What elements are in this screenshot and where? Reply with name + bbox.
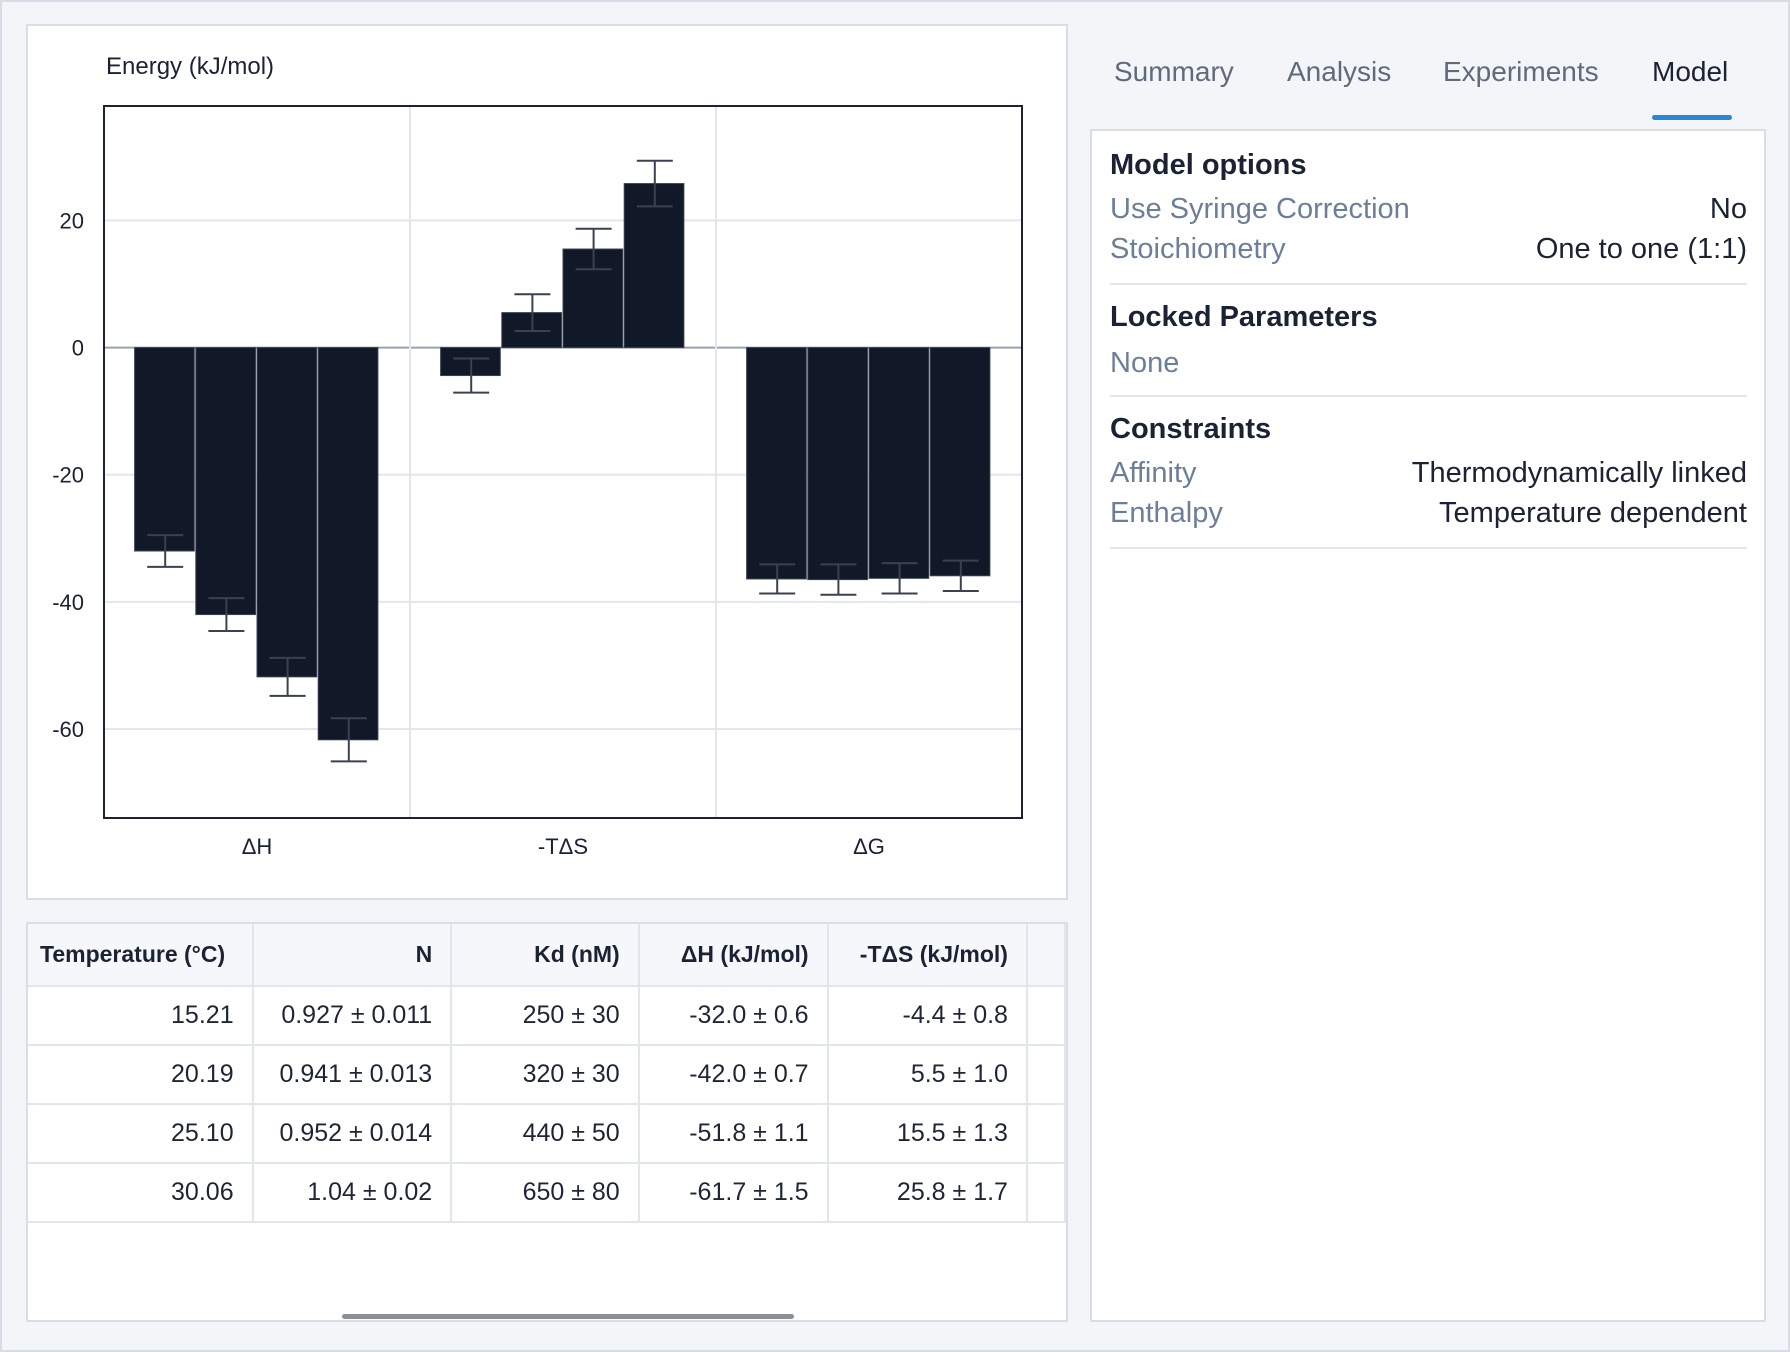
option-row-syringe-correction: Use Syringe Correction No bbox=[1110, 189, 1747, 229]
cell-n: 1.04 ± 0.02 bbox=[252, 1163, 453, 1223]
cell-dh: -42.0 ± 0.7 bbox=[638, 1045, 829, 1105]
constraint-label: Affinity bbox=[1110, 457, 1197, 489]
section-title-model-options: Model options bbox=[1110, 149, 1307, 181]
x-tick-label: ΔH bbox=[242, 834, 273, 859]
constraint-row-enthalpy: Enthalpy Temperature dependent bbox=[1110, 493, 1747, 533]
column-header-temperature[interactable]: Temperature (°C) bbox=[28, 924, 254, 987]
y-axis-title: Energy (kJ/mol) bbox=[106, 53, 274, 80]
column-header-kd[interactable]: Kd (nM) bbox=[451, 924, 640, 987]
table-row[interactable]: 30.06 1.04 ± 0.02 650 ± 80 -61.7 ± 1.5 2… bbox=[28, 1163, 1066, 1223]
energy-bar-chart: Energy (kJ/mol) 20 0 -20 -40 -60 ΔH -TΔS ΔG bbox=[52, 53, 1023, 859]
cell-tds: -4.4 ± 0.8 bbox=[827, 986, 1028, 1046]
cell-kd: 440 ± 50 bbox=[451, 1104, 640, 1164]
bar bbox=[623, 183, 685, 349]
x-tick-label: -TΔS bbox=[538, 834, 588, 859]
constraints-section: Constraints Affinity Thermodynamically l… bbox=[1110, 409, 1747, 549]
constraint-label: Enthalpy bbox=[1110, 497, 1223, 529]
y-tick-label: -40 bbox=[52, 590, 84, 615]
results-table-panel: Temperature (°C) N Kd (nM) ΔH (kJ/mol) -… bbox=[26, 922, 1068, 1322]
option-value: One to one (1:1) bbox=[1535, 233, 1747, 265]
bar bbox=[746, 347, 807, 580]
constraint-row-affinity: Affinity Thermodynamically linked bbox=[1110, 453, 1747, 493]
cell-n: 0.952 ± 0.014 bbox=[252, 1104, 453, 1164]
table-row[interactable]: 20.19 0.941 ± 0.013 320 ± 30 -42.0 ± 0.7… bbox=[28, 1045, 1066, 1105]
cell-tds: 15.5 ± 1.3 bbox=[827, 1104, 1028, 1164]
plot-frame bbox=[103, 105, 1023, 819]
option-label: Stoichiometry bbox=[1110, 233, 1286, 265]
cell-n: 0.927 ± 0.011 bbox=[252, 986, 453, 1046]
tab-analysis[interactable]: Analysis bbox=[1287, 56, 1392, 87]
active-tab-indicator bbox=[1652, 115, 1732, 120]
cell-extra bbox=[1026, 986, 1066, 1046]
cell-temperature: 15.21 bbox=[28, 986, 254, 1046]
bar bbox=[807, 347, 868, 581]
tab-summary[interactable]: Summary bbox=[1114, 56, 1234, 87]
column-header-tds[interactable]: -TΔS (kJ/mol) bbox=[827, 924, 1028, 987]
tab-bar: Summary Analysis Experiments Model bbox=[1092, 40, 1772, 120]
column-header-dh[interactable]: ΔH (kJ/mol) bbox=[638, 924, 829, 987]
bar bbox=[256, 347, 318, 678]
y-tick-label: 20 bbox=[60, 208, 84, 233]
option-value: No bbox=[1709, 193, 1747, 225]
bar bbox=[195, 347, 257, 616]
x-tick-label: ΔG bbox=[853, 834, 885, 859]
cell-kd: 320 ± 30 bbox=[451, 1045, 640, 1105]
cell-tds: 25.8 ± 1.7 bbox=[827, 1163, 1028, 1223]
locked-parameters-value: None bbox=[1110, 347, 1180, 379]
energy-chart-panel: Energy (kJ/mol) 20 0 -20 -40 -60 ΔH -TΔS ΔG bbox=[26, 24, 1068, 900]
table-row[interactable]: 25.10 0.952 ± 0.014 440 ± 50 -51.8 ± 1.1… bbox=[28, 1104, 1066, 1164]
table-header-row: Temperature (°C) N Kd (nM) ΔH (kJ/mol) -… bbox=[28, 924, 1066, 987]
cell-kd: 250 ± 30 bbox=[451, 986, 640, 1046]
cell-temperature: 30.06 bbox=[28, 1163, 254, 1223]
results-table: Temperature (°C) N Kd (nM) ΔH (kJ/mol) -… bbox=[28, 924, 1066, 1223]
section-title-locked-parameters: Locked Parameters bbox=[1110, 301, 1378, 333]
cell-dh: -61.7 ± 1.5 bbox=[638, 1163, 829, 1223]
cell-extra bbox=[1026, 1104, 1066, 1164]
bar bbox=[134, 347, 195, 552]
table-row[interactable]: 15.21 0.927 ± 0.011 250 ± 30 -32.0 ± 0.6… bbox=[28, 986, 1066, 1046]
cell-temperature: 25.10 bbox=[28, 1104, 254, 1164]
constraint-value: Thermodynamically linked bbox=[1411, 457, 1747, 489]
column-header-extra bbox=[1026, 924, 1066, 987]
cell-tds: 5.5 ± 1.0 bbox=[827, 1045, 1028, 1105]
option-row-stoichiometry: Stoichiometry One to one (1:1) bbox=[1110, 229, 1747, 269]
option-label: Use Syringe Correction bbox=[1110, 193, 1410, 225]
y-tick-label: -20 bbox=[52, 463, 84, 488]
tab-experiments[interactable]: Experiments bbox=[1443, 56, 1599, 87]
locked-parameters-section: Locked Parameters None bbox=[1110, 297, 1747, 397]
cell-dh: -51.8 ± 1.1 bbox=[638, 1104, 829, 1164]
column-header-n[interactable]: N bbox=[252, 924, 453, 987]
cell-n: 0.941 ± 0.013 bbox=[252, 1045, 453, 1105]
bar bbox=[317, 347, 379, 741]
cell-kd: 650 ± 80 bbox=[451, 1163, 640, 1223]
cell-temperature: 20.19 bbox=[28, 1045, 254, 1105]
bar bbox=[929, 347, 991, 577]
model-options-section: Model options Use Syringe Correction No … bbox=[1110, 145, 1747, 285]
section-title-constraints: Constraints bbox=[1110, 413, 1272, 445]
y-tick-label: 0 bbox=[72, 336, 84, 361]
bar bbox=[868, 347, 930, 579]
constraint-value: Temperature dependent bbox=[1439, 497, 1747, 529]
y-tick-label: -60 bbox=[52, 717, 84, 742]
model-panel: Model options Use Syringe Correction No … bbox=[1090, 129, 1766, 1322]
cell-dh: -32.0 ± 0.6 bbox=[638, 986, 829, 1046]
cell-extra bbox=[1026, 1045, 1066, 1105]
tab-model[interactable]: Model bbox=[1652, 56, 1729, 87]
cell-extra bbox=[1026, 1163, 1066, 1223]
horizontal-scrollbar[interactable] bbox=[342, 1314, 794, 1319]
